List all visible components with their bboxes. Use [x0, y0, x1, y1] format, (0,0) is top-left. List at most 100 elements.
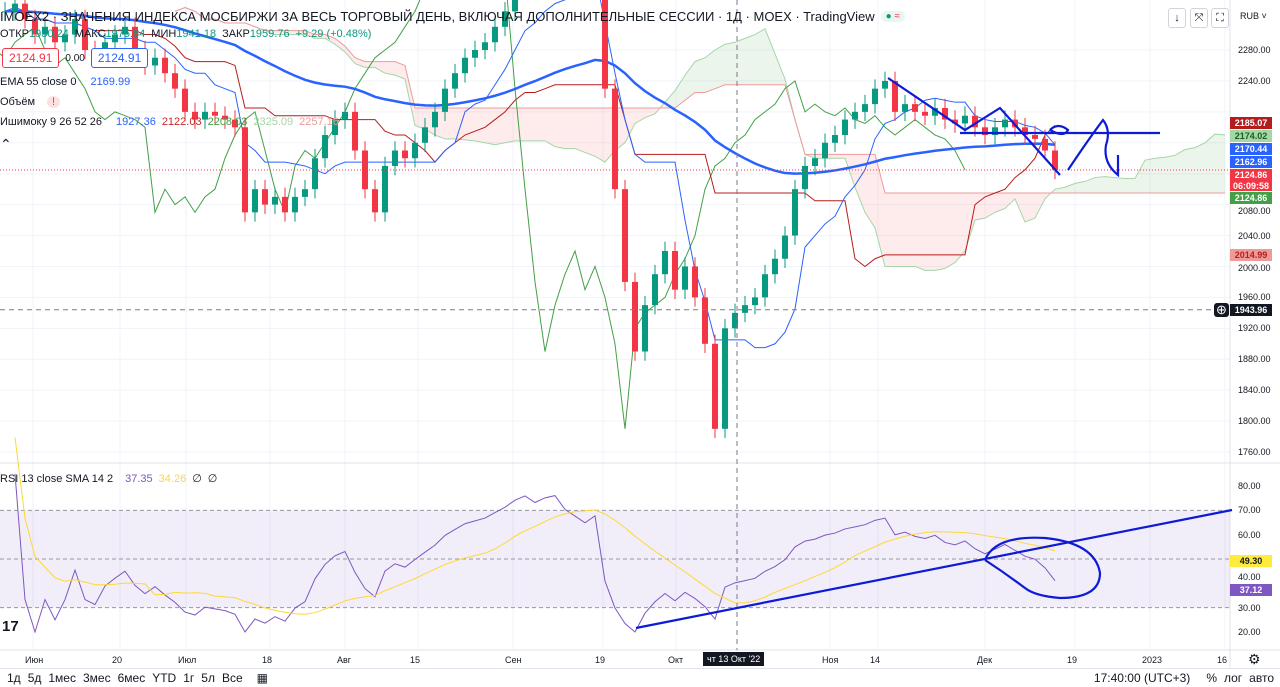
candle-body: [262, 189, 268, 205]
candle-body: [782, 235, 788, 259]
title-text: IMOEX2 · ЗНАЧЕНИЯ ИНДЕКСА МОСБИРЖИ ЗА ВЕ…: [0, 9, 875, 24]
market-status-badge[interactable]: ● ≈: [880, 11, 905, 22]
price-tag: 2162.96: [1230, 156, 1272, 169]
candle-body: [872, 88, 878, 105]
candle-body: [12, 3, 18, 12]
ichimoku-cloud-segment: [575, 107, 585, 153]
candle-body: [172, 73, 178, 89]
tradingview-logo: 17: [2, 618, 19, 635]
period-1d[interactable]: 1д: [7, 671, 21, 685]
candle-body: [952, 119, 958, 124]
ichimoku-cloud-segment: [895, 193, 905, 267]
settings-icon[interactable]: ⚙: [1248, 651, 1261, 667]
time-tick: Сен: [505, 655, 522, 665]
candle-body: [912, 104, 918, 112]
candle-body: [1022, 127, 1028, 136]
candle-body: [942, 107, 948, 120]
add-alert-icon[interactable]: ⊕: [1214, 301, 1229, 317]
price-tag-value: 2124.86: [1234, 170, 1268, 181]
fullscreen-button[interactable]: ⛶: [1211, 8, 1229, 28]
ichimoku-cloud-segment: [675, 75, 685, 108]
time-tick: 19: [595, 655, 606, 665]
percent-toggle[interactable]: %: [1206, 671, 1217, 685]
drawn-rsi-ellipse: [983, 536, 1102, 600]
currency-select[interactable]: RUB ˅: [1240, 11, 1267, 21]
candle-body: [1042, 138, 1048, 151]
ichimoku-label: Ишимоку 9 26 52 26: [0, 116, 103, 128]
calendar-icon[interactable]: ▦: [256, 671, 268, 685]
ichimoku-cloud-segment: [1025, 193, 1035, 223]
candle-body: [1002, 119, 1008, 128]
ichimoku-legend[interactable]: Ишимоку 9 26 52 26 1927.36 2122.03 2208.…: [0, 116, 339, 128]
price-tick: 2240.00: [1238, 75, 1271, 86]
candle-body: [632, 281, 638, 352]
period-5y[interactable]: 5л: [201, 671, 215, 685]
time-tick: 20: [112, 655, 123, 665]
ichimoku-cloud-segment: [905, 193, 915, 267]
clock-time[interactable]: 17:40:00 (UTC+3): [1093, 671, 1191, 685]
candle-body: [322, 135, 328, 159]
ichimoku-cloud-segment: [335, 38, 345, 52]
ichimoku-cloud-segment: [1155, 157, 1165, 194]
ichimoku-cloud-segment: [535, 107, 545, 141]
candle-body: [822, 142, 828, 159]
candle-body: [452, 73, 458, 89]
rsi-tick: 20.00: [1238, 626, 1261, 637]
scroll-down-button[interactable]: ↓: [1168, 8, 1186, 28]
ichimoku-cloud-segment: [1175, 149, 1185, 194]
ema-legend[interactable]: EMA 55 close 0 2169.99: [0, 76, 130, 88]
period-all[interactable]: Все: [221, 671, 243, 685]
ichimoku-cloud-segment: [885, 193, 895, 267]
ichimoku-cloud-segment: [935, 193, 945, 271]
countdown-value: 06:09:58: [1232, 181, 1270, 192]
ichimoku-cloud-segment: [775, 53, 785, 85]
ichimoku-cloud-segment: [295, 30, 305, 35]
candle-body: [482, 42, 488, 50]
crosshair-time-label: чт 13 Окт '22: [703, 652, 765, 666]
period-3m[interactable]: 3мес: [82, 671, 111, 685]
warning-icon[interactable]: !: [47, 96, 61, 108]
trade-buttons: 2124.91 0.00 2124.91: [2, 48, 149, 68]
ohlc-legend: ОТКР1950.24 МАКС1975.84 МИН1941.18 ЗАКР1…: [0, 28, 371, 40]
ichimoku-cloud-segment: [1125, 178, 1135, 194]
time-tick: Июн: [25, 655, 44, 665]
period-5d[interactable]: 5д: [27, 671, 42, 685]
ichimoku-cloud-segment: [955, 193, 965, 263]
period-6m[interactable]: 6мес: [117, 671, 146, 685]
log-toggle[interactable]: лог: [1223, 671, 1243, 685]
period-1m[interactable]: 1мес: [48, 671, 76, 685]
ichimoku-cloud-segment: [1075, 181, 1085, 194]
ichimoku-cloud-segment: [525, 107, 535, 141]
candle-body: [962, 115, 968, 124]
ichimoku-cloud-segment: [1015, 193, 1025, 223]
rsi-legend[interactable]: RSI 13 close SMA 14 2 37.35 34.26 ∅ ∅: [0, 472, 217, 486]
period-ytd[interactable]: YTD: [152, 671, 177, 685]
ichimoku-cloud-segment: [1195, 142, 1205, 194]
time-tick: 16: [1217, 655, 1228, 665]
rsi-sma-value: 34.26: [158, 472, 187, 485]
rsi-line: [14, 473, 1056, 634]
buy-button[interactable]: 2124.91: [90, 48, 149, 68]
ichimoku-cloud-segment: [755, 28, 765, 85]
candle-body: [382, 165, 388, 213]
ichimoku-cloud-segment: [745, 34, 755, 85]
collapse-button[interactable]: ⤧: [1190, 8, 1208, 28]
period-1y[interactable]: 1г: [183, 671, 195, 685]
candle-body: [162, 57, 168, 74]
candle-body: [712, 343, 718, 429]
auto-toggle[interactable]: авто: [1249, 671, 1274, 685]
ichimoku-cloud-segment: [595, 107, 605, 163]
chart-canvas[interactable]: [0, 0, 1280, 668]
candle-body: [642, 305, 648, 352]
ichimoku-cloud-segment: [835, 154, 845, 159]
ichimoku-cloud-segment: [685, 61, 695, 101]
candle-body: [2, 11, 8, 13]
ichimoku-cloud-segment: [975, 193, 985, 221]
ichimoku-cloud-segment: [715, 44, 725, 89]
candle-body: [192, 111, 198, 120]
sell-button[interactable]: 2124.91: [2, 48, 60, 68]
volume-legend[interactable]: Объём!: [0, 96, 61, 108]
ichimoku-cloud-segment: [865, 154, 875, 228]
senkou-span-a: [174, 6, 1226, 271]
collapse-icon[interactable]: ⌃: [0, 136, 12, 152]
